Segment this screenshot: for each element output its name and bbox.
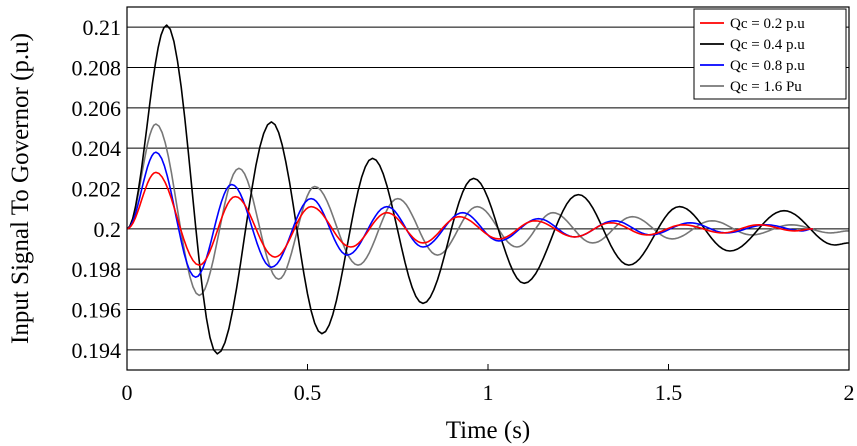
series-line-2 bbox=[126, 151, 813, 278]
legend: Qc = 0.2 p.u Qc = 0.4 p.u Qc = 0.8 p.u Qc =… bbox=[693, 8, 847, 100]
y-tick-label: 0.208 bbox=[72, 56, 122, 81]
y-tick-label: 0.204 bbox=[72, 136, 122, 161]
legend-label: Qc = 0.8 p.u bbox=[730, 58, 805, 74]
x-axis-title: Time (s) bbox=[446, 417, 531, 444]
y-tick-label: 0.202 bbox=[72, 177, 122, 202]
x-tick-label: 1.5 bbox=[655, 380, 683, 405]
series-line-3 bbox=[126, 123, 849, 297]
y-tick-label: 0.194 bbox=[72, 338, 122, 363]
y-tick-label: 0.198 bbox=[72, 257, 122, 282]
y-tick-label: 0.196 bbox=[72, 298, 122, 323]
x-tick-label: 2 bbox=[844, 380, 855, 405]
series-line-1 bbox=[126, 24, 850, 355]
x-tick-label: 0 bbox=[122, 380, 133, 405]
legend-label: Qc = 0.2 p.u bbox=[730, 16, 805, 32]
y-axis: 0.194 0.196 0.198 0.2 0.202 0.204 0.206 0.208 0.… bbox=[72, 15, 122, 363]
grid-lines bbox=[127, 26, 849, 351]
legend-label: Qc = 1.6 Pu bbox=[730, 79, 802, 95]
x-tick-label: 1 bbox=[483, 380, 494, 405]
x-axis: 0 0.5 1 1.5 2 bbox=[122, 364, 855, 405]
series-lines bbox=[126, 24, 850, 355]
y-tick-label: 0.21 bbox=[83, 15, 122, 40]
series-line-0 bbox=[126, 171, 813, 266]
y-tick-label: 0.206 bbox=[72, 96, 122, 121]
legend-label: Qc = 0.4 p.u bbox=[730, 37, 805, 53]
x-tick-label: 0.5 bbox=[294, 380, 322, 405]
legend-box bbox=[693, 8, 847, 100]
y-tick-label: 0.2 bbox=[94, 217, 122, 242]
y-axis-title: Input Signal To Governor (p.u) bbox=[7, 33, 34, 344]
